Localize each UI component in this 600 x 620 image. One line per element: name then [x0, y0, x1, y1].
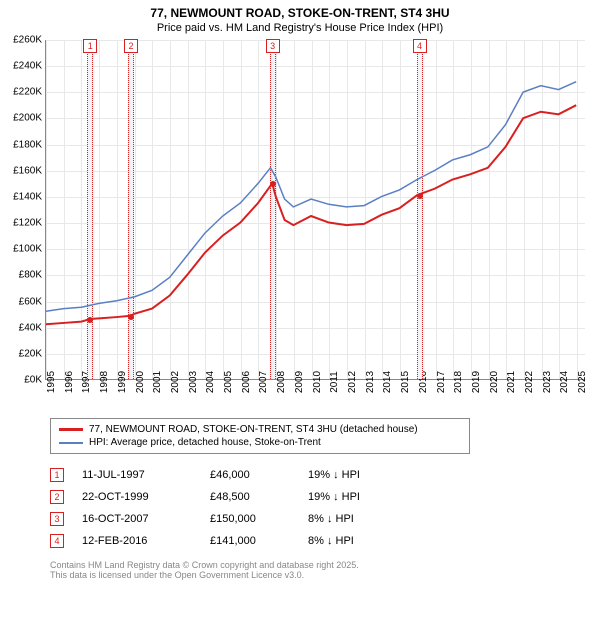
price-dot: [417, 193, 423, 199]
price-dot: [128, 314, 134, 320]
chart-title-line1: 77, NEWMOUNT ROAD, STOKE-ON-TRENT, ST4 3…: [0, 0, 600, 22]
y-axis-label: £160K: [13, 165, 42, 176]
legend-row: HPI: Average price, detached house, Stok…: [59, 436, 461, 449]
transaction-badge: 1: [50, 468, 64, 482]
transaction-date: 12-FEB-2016: [82, 535, 192, 547]
legend-swatch: [59, 428, 83, 431]
transaction-date: 16-OCT-2007: [82, 513, 192, 525]
transaction-date: 11-JUL-1997: [82, 469, 192, 481]
footer-line1: Contains HM Land Registry data © Crown c…: [50, 560, 600, 570]
y-axis-label: £220K: [13, 87, 42, 98]
transaction-delta: 8% ↓ HPI: [308, 513, 398, 525]
transaction-row: 3 16-OCT-2007 £150,000 8% ↓ HPI: [50, 508, 600, 530]
y-axis-label: £20K: [19, 348, 42, 359]
legend-swatch: [59, 442, 83, 444]
series-paid: [46, 105, 576, 324]
y-axis-label: £60K: [19, 296, 42, 307]
transaction-price: £141,000: [210, 535, 290, 547]
transaction-row: 4 12-FEB-2016 £141,000 8% ↓ HPI: [50, 530, 600, 552]
chart-plot-area: £0K£20K£40K£60K£80K£100K£120K£140K£160K£…: [45, 40, 585, 380]
chart-lines: [46, 40, 585, 379]
transaction-row: 1 11-JUL-1997 £46,000 19% ↓ HPI: [50, 464, 600, 486]
y-axis-label: £260K: [13, 35, 42, 46]
transaction-badge: 3: [50, 512, 64, 526]
y-axis-label: £80K: [19, 270, 42, 281]
legend-label: 77, NEWMOUNT ROAD, STOKE-ON-TRENT, ST4 3…: [89, 424, 418, 435]
chart-title-line2: Price paid vs. HM Land Registry's House …: [0, 22, 600, 40]
transaction-badge: 4: [50, 534, 64, 548]
transaction-delta: 19% ↓ HPI: [308, 469, 398, 481]
footer-attribution: Contains HM Land Registry data © Crown c…: [50, 560, 600, 580]
y-axis-label: £240K: [13, 61, 42, 72]
y-axis-label: £0K: [24, 375, 42, 386]
transaction-row: 2 22-OCT-1999 £48,500 19% ↓ HPI: [50, 486, 600, 508]
footer-line2: This data is licensed under the Open Gov…: [50, 570, 600, 580]
y-axis-label: £120K: [13, 218, 42, 229]
price-dot: [270, 181, 276, 187]
y-axis-label: £140K: [13, 191, 42, 202]
y-axis-label: £100K: [13, 244, 42, 255]
price-dot: [87, 317, 93, 323]
series-hpi: [46, 82, 576, 311]
legend-row: 77, NEWMOUNT ROAD, STOKE-ON-TRENT, ST4 3…: [59, 423, 461, 436]
y-axis-label: £200K: [13, 113, 42, 124]
legend-box: 77, NEWMOUNT ROAD, STOKE-ON-TRENT, ST4 3…: [50, 418, 470, 454]
transaction-price: £48,500: [210, 491, 290, 503]
transaction-price: £150,000: [210, 513, 290, 525]
y-axis-label: £180K: [13, 139, 42, 150]
transaction-delta: 8% ↓ HPI: [308, 535, 398, 547]
legend-label: HPI: Average price, detached house, Stok…: [89, 437, 321, 448]
y-axis-label: £40K: [19, 322, 42, 333]
transaction-price: £46,000: [210, 469, 290, 481]
transaction-badge: 2: [50, 490, 64, 504]
transactions-table: 1 11-JUL-1997 £46,000 19% ↓ HPI 2 22-OCT-1999…: [50, 464, 600, 552]
transaction-date: 22-OCT-1999: [82, 491, 192, 503]
transaction-delta: 19% ↓ HPI: [308, 491, 398, 503]
